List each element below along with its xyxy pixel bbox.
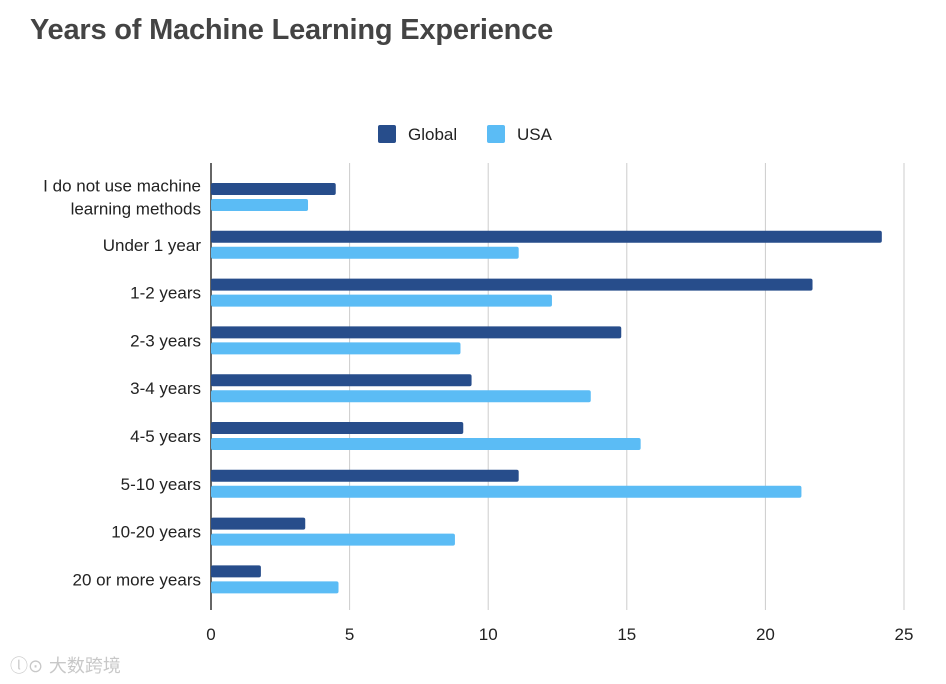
category-label: Under 1 year xyxy=(103,236,202,255)
legend-label-global: Global xyxy=(408,125,457,144)
bar-global xyxy=(211,278,813,291)
bar-global xyxy=(211,565,261,578)
x-tick-label: 20 xyxy=(756,625,775,644)
chart-title: Years of Machine Learning Experience xyxy=(30,14,554,46)
category-label: 5-10 years xyxy=(121,475,201,494)
category-label: 4-5 years xyxy=(130,427,201,446)
legend-swatch-usa xyxy=(487,125,505,143)
category-label: 2-3 years xyxy=(130,331,201,350)
x-tick-label: 0 xyxy=(206,625,215,644)
x-tick-label: 5 xyxy=(345,625,354,644)
category-label: 10-20 years xyxy=(111,523,201,542)
watermark: ⓛ⊙ 大数跨境 xyxy=(10,652,121,678)
bar-global xyxy=(211,517,306,530)
bar-usa xyxy=(211,342,461,355)
x-tick-label: 25 xyxy=(895,625,914,644)
bar-usa xyxy=(211,485,802,498)
category-label: 20 or more years xyxy=(73,570,202,589)
x-tick-label: 10 xyxy=(479,625,498,644)
legend-swatch-global xyxy=(378,125,396,143)
bar-global xyxy=(211,230,882,243)
category-label: I do not use machine xyxy=(43,177,201,196)
watermark-text: 大数跨境 xyxy=(48,656,121,677)
category-label: 1-2 years xyxy=(130,284,201,303)
legend-label-usa: USA xyxy=(517,125,553,144)
bar-global xyxy=(211,469,519,482)
watermark-logo-icon: ⓛ⊙ xyxy=(10,656,44,677)
bar-usa xyxy=(211,581,339,594)
bar-global xyxy=(211,183,336,195)
bar-usa xyxy=(211,246,519,259)
category-label: 3-4 years xyxy=(130,379,201,398)
x-tick-label: 15 xyxy=(617,625,636,644)
bar-usa xyxy=(211,199,309,211)
bar-global xyxy=(211,374,472,387)
bar-usa xyxy=(211,438,641,450)
bar-usa xyxy=(211,533,455,546)
category-label: learning methods xyxy=(71,200,201,219)
bar-global xyxy=(211,326,622,339)
bar-usa xyxy=(211,294,552,307)
bar-usa xyxy=(211,390,591,403)
bar-global xyxy=(211,422,464,434)
